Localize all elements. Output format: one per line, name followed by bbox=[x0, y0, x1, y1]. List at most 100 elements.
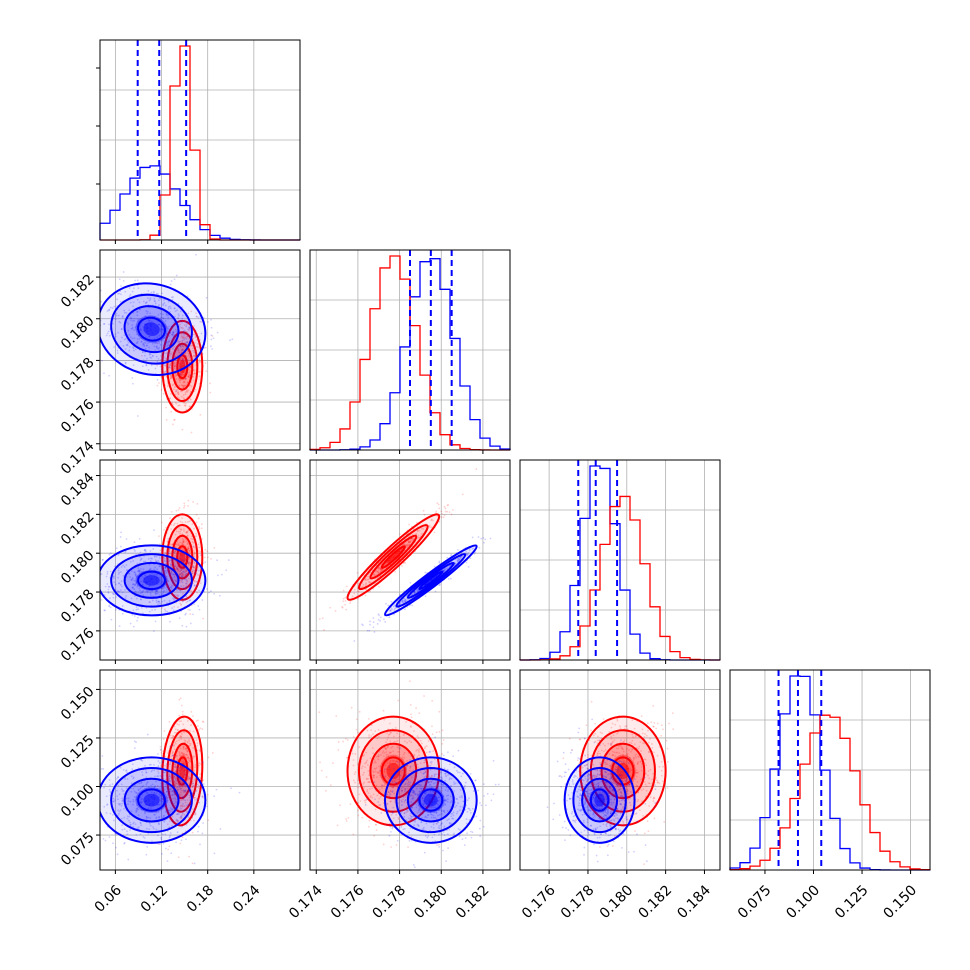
sample-point bbox=[164, 586, 166, 589]
sample-point bbox=[160, 751, 163, 754]
contour-line bbox=[100, 756, 207, 844]
sample-point bbox=[132, 787, 135, 790]
sample-point bbox=[127, 322, 130, 325]
sample-point bbox=[342, 740, 344, 743]
sample-point bbox=[118, 320, 121, 323]
sample-point bbox=[154, 593, 157, 595]
sample-point bbox=[378, 765, 380, 768]
sample-point bbox=[162, 786, 165, 789]
sample-point bbox=[199, 370, 201, 373]
sample-point bbox=[210, 590, 212, 592]
sample-point bbox=[347, 817, 350, 819]
sample-point bbox=[189, 799, 192, 802]
sample-point bbox=[188, 549, 191, 552]
sample-point bbox=[155, 601, 158, 604]
sample-point bbox=[204, 561, 207, 564]
sample-point bbox=[385, 602, 387, 605]
density-layer bbox=[88, 499, 230, 632]
sample-point bbox=[157, 347, 160, 350]
sample-point bbox=[402, 734, 405, 737]
sample-point bbox=[108, 334, 111, 337]
sample-point bbox=[180, 357, 183, 359]
sample-point bbox=[132, 777, 135, 780]
panel-grid bbox=[100, 460, 300, 660]
sample-point bbox=[166, 575, 168, 578]
contour-line bbox=[383, 544, 478, 617]
sample-point bbox=[375, 569, 378, 572]
sample-point bbox=[183, 504, 186, 507]
sample-point bbox=[184, 789, 187, 792]
sample-point bbox=[210, 557, 212, 560]
sample-point bbox=[185, 596, 188, 599]
sample-point bbox=[148, 299, 151, 302]
sample-point bbox=[433, 565, 436, 568]
sample-point bbox=[165, 790, 168, 793]
sample-point bbox=[355, 718, 358, 721]
sample-point bbox=[390, 607, 393, 609]
sample-point bbox=[431, 733, 434, 736]
sample-point bbox=[176, 567, 178, 570]
sample-point bbox=[192, 730, 195, 733]
sample-point bbox=[176, 567, 179, 570]
sample-point bbox=[143, 549, 146, 551]
sample-point bbox=[125, 564, 128, 566]
sample-point bbox=[172, 573, 174, 576]
sample-point bbox=[173, 781, 176, 784]
sample-point bbox=[108, 604, 111, 607]
sample-point bbox=[443, 570, 446, 573]
sample-point bbox=[166, 823, 169, 826]
sample-point bbox=[182, 585, 185, 587]
sample-point bbox=[123, 566, 126, 568]
sample-point bbox=[174, 766, 177, 769]
histogram-red bbox=[100, 45, 300, 241]
sample-point bbox=[136, 562, 139, 565]
sample-point bbox=[104, 839, 107, 842]
sample-point bbox=[185, 570, 187, 573]
sample-point bbox=[181, 348, 184, 351]
sample-point bbox=[394, 607, 396, 610]
sample-point bbox=[157, 765, 160, 767]
sample-point bbox=[134, 550, 136, 552]
sample-point bbox=[153, 297, 156, 300]
sample-point bbox=[161, 339, 164, 342]
sample-point bbox=[149, 353, 152, 356]
sample-point bbox=[164, 364, 166, 366]
sample-point bbox=[154, 573, 156, 576]
sample-point bbox=[442, 739, 445, 741]
sample-point bbox=[413, 753, 416, 756]
sample-point bbox=[174, 393, 177, 396]
sample-point bbox=[178, 587, 180, 590]
sample-point bbox=[88, 586, 90, 588]
contour-line bbox=[137, 570, 167, 591]
sample-point bbox=[184, 598, 187, 601]
sample-point bbox=[405, 764, 408, 767]
sample-point bbox=[187, 547, 190, 550]
sample-point bbox=[165, 588, 168, 591]
sample-point bbox=[146, 344, 148, 347]
sample-point bbox=[106, 332, 109, 335]
sample-point bbox=[363, 799, 366, 802]
sample-point bbox=[186, 548, 189, 551]
sample-point bbox=[112, 576, 115, 578]
sample-point bbox=[180, 349, 183, 352]
sample-point bbox=[155, 574, 158, 576]
sample-point bbox=[155, 342, 158, 345]
sample-point bbox=[418, 712, 421, 715]
sample-point bbox=[120, 328, 123, 331]
sample-point bbox=[185, 747, 188, 750]
sample-point bbox=[404, 795, 407, 798]
sample-point bbox=[367, 578, 370, 581]
sample-point bbox=[421, 797, 424, 800]
sample-point bbox=[177, 378, 180, 381]
sample-point bbox=[149, 591, 152, 594]
sample-point bbox=[188, 794, 191, 797]
sample-point bbox=[187, 804, 190, 807]
y-tick-label: 0.178 bbox=[58, 355, 98, 395]
contour-line bbox=[418, 570, 444, 591]
sample-point bbox=[218, 594, 221, 597]
sample-point bbox=[197, 517, 200, 520]
sample-point bbox=[140, 824, 143, 827]
sample-point bbox=[381, 569, 384, 572]
sample-point bbox=[118, 625, 121, 628]
